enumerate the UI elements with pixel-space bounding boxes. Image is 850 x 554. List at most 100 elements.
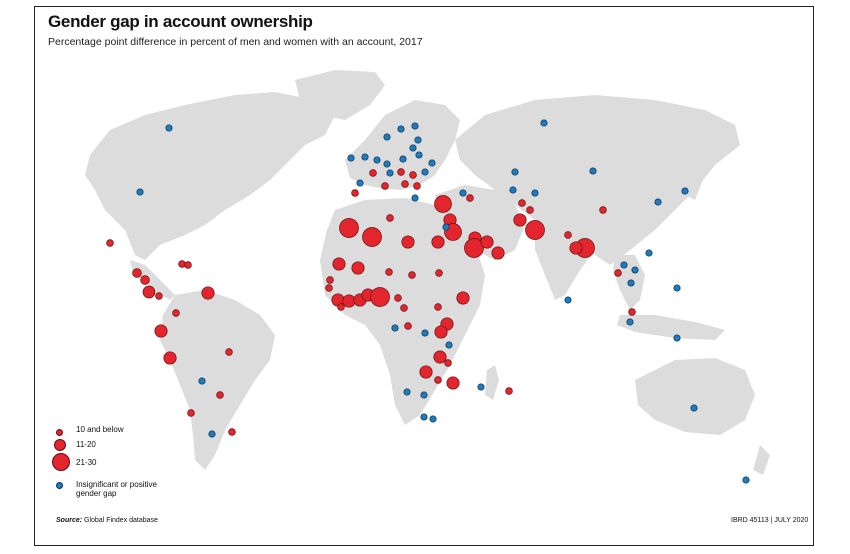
marker-tunisia[interactable] (386, 214, 394, 222)
marker-central-america-2[interactable] (140, 275, 150, 285)
marker-armenia[interactable] (466, 194, 474, 202)
marker-estonia[interactable] (414, 136, 422, 144)
marker-ethiopia[interactable] (456, 291, 470, 305)
marker-brazil[interactable] (225, 348, 233, 356)
marker-central-america-1[interactable] (132, 268, 142, 278)
marker-kyrgyzstan[interactable] (531, 189, 539, 197)
marker-nigeria[interactable] (394, 294, 402, 302)
marker-mauritania[interactable] (332, 257, 346, 271)
marker-south-sudan[interactable] (421, 329, 429, 337)
marker-gabon[interactable] (391, 324, 399, 332)
marker-afghanistan[interactable] (526, 206, 534, 214)
marker-kenya[interactable] (434, 325, 448, 339)
marker-australia[interactable] (690, 404, 698, 412)
marker-portugal[interactable] (351, 189, 359, 197)
marker-sweden[interactable] (397, 125, 405, 133)
marker-ghana[interactable] (370, 287, 390, 307)
marker-sierra-leone[interactable] (337, 303, 345, 311)
marker-senegal[interactable] (326, 276, 334, 284)
marker-ireland[interactable] (347, 154, 355, 162)
marker-madagascar[interactable] (505, 387, 513, 395)
marker-tanzania[interactable] (433, 350, 447, 364)
marker-russia[interactable] (540, 119, 548, 127)
marker-mexico[interactable] (106, 239, 114, 247)
marker-bulgaria[interactable] (413, 182, 421, 190)
marker-sudan[interactable] (435, 269, 443, 277)
marker-egypt[interactable] (431, 235, 445, 249)
marker-hungary[interactable] (397, 168, 405, 176)
marker-libya[interactable] (401, 235, 415, 249)
marker-france[interactable] (369, 169, 377, 177)
marker-rwanda[interactable] (445, 341, 453, 349)
marker-pakistan[interactable] (525, 220, 545, 240)
marker-cameroon[interactable] (400, 304, 408, 312)
marker-ukraine[interactable] (428, 159, 436, 167)
marker-zimbabwe[interactable] (434, 376, 442, 384)
marker-italy[interactable] (381, 182, 389, 190)
marker-netherlands[interactable] (373, 156, 381, 164)
marker-ecuador[interactable] (154, 324, 168, 338)
marker-venezuela[interactable] (201, 286, 215, 300)
marker-bolivia[interactable] (198, 377, 206, 385)
marker-mongolia[interactable] (589, 167, 597, 175)
marker-yemen[interactable] (491, 246, 505, 260)
marker-japan[interactable] (681, 187, 689, 195)
marker-colombia[interactable] (172, 309, 180, 317)
marker-greece[interactable] (411, 194, 419, 202)
marker-algeria[interactable] (362, 227, 382, 247)
marker-haiti[interactable] (178, 260, 186, 268)
marker-china[interactable] (599, 206, 607, 214)
marker-indonesia[interactable] (673, 334, 681, 342)
marker-myanmar[interactable] (620, 261, 628, 269)
marker-central-america-3[interactable] (142, 285, 156, 299)
marker-saudi-arabia[interactable] (464, 238, 484, 258)
marker-philippines[interactable] (673, 284, 681, 292)
marker-morocco[interactable] (339, 218, 359, 238)
marker-romania[interactable] (409, 171, 417, 179)
marker-thailand[interactable] (614, 269, 622, 277)
marker-laos[interactable] (631, 266, 639, 274)
marker-niger[interactable] (385, 268, 393, 276)
marker-norway[interactable] (383, 133, 391, 141)
marker-zambia[interactable] (419, 365, 433, 379)
marker-kuwait[interactable] (480, 235, 494, 249)
marker-liberia[interactable] (342, 294, 356, 308)
marker-georgia[interactable] (459, 189, 467, 197)
marker-uk[interactable] (361, 153, 369, 161)
marker-new-zealand[interactable] (742, 476, 750, 484)
marker-uruguay[interactable] (228, 428, 236, 436)
marker-mozambique[interactable] (446, 376, 460, 390)
marker-congo[interactable] (404, 322, 412, 330)
marker-south-africa[interactable] (420, 413, 428, 421)
marker-malawi[interactable] (444, 359, 452, 367)
marker-israel[interactable] (442, 223, 450, 231)
marker-namibia[interactable] (403, 388, 411, 396)
marker-poland[interactable] (399, 155, 407, 163)
marker-malaysia[interactable] (628, 308, 636, 316)
marker-cambodia[interactable] (645, 249, 653, 257)
marker-korea[interactable] (654, 198, 662, 206)
marker-mauritius[interactable] (477, 383, 485, 391)
marker-chad[interactable] (408, 271, 416, 279)
marker-turkey[interactable] (434, 195, 452, 213)
marker-mali[interactable] (351, 261, 365, 275)
marker-singapore[interactable] (626, 318, 634, 326)
marker-dominican-republic[interactable] (184, 261, 192, 269)
marker-latvia[interactable] (409, 144, 417, 152)
marker-bangladesh[interactable] (569, 241, 583, 255)
marker-gambia[interactable] (325, 284, 333, 292)
marker-finland[interactable] (411, 122, 419, 130)
marker-austria[interactable] (386, 169, 394, 177)
marker-belarus[interactable] (415, 151, 423, 159)
marker-chile[interactable] (187, 409, 195, 417)
marker-lesotho[interactable] (429, 415, 437, 423)
marker-argentina[interactable] (208, 430, 216, 438)
marker-paraguay[interactable] (216, 391, 224, 399)
marker-iran[interactable] (513, 213, 527, 227)
marker-botswana[interactable] (420, 391, 428, 399)
marker-somalia[interactable] (434, 303, 442, 311)
marker-spain[interactable] (356, 179, 364, 187)
marker-peru[interactable] (163, 351, 177, 365)
marker-sri-lanka[interactable] (564, 296, 572, 304)
marker-vietnam[interactable] (627, 279, 635, 287)
